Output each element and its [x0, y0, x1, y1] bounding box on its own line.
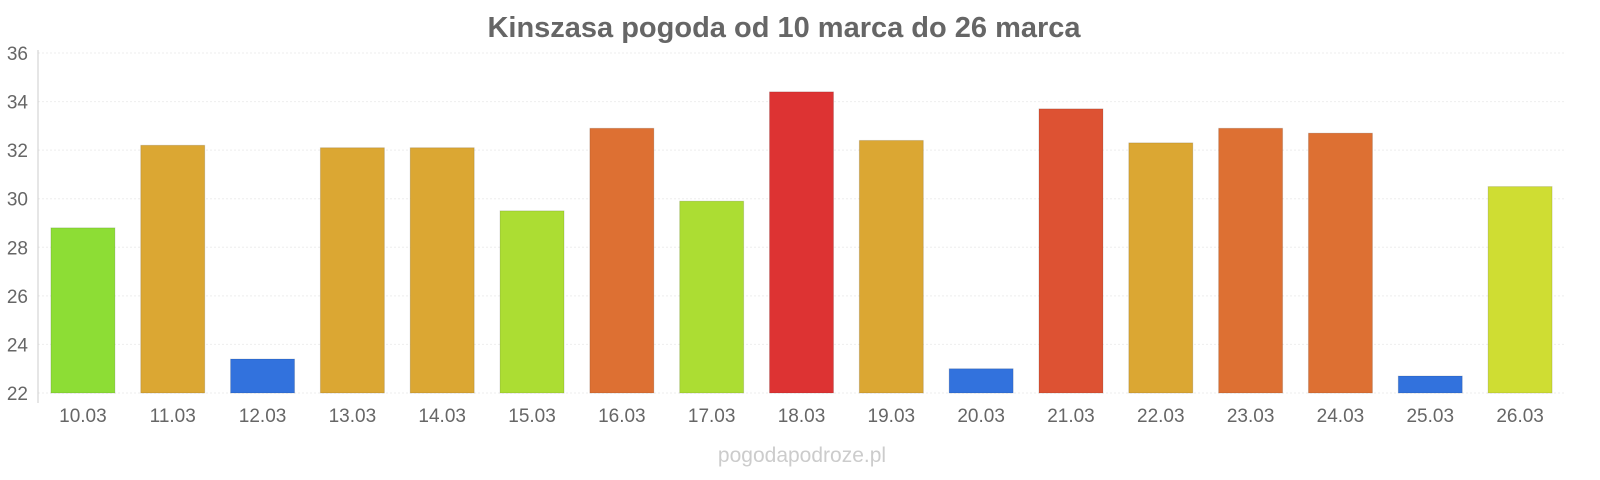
bar-23.03 [1218, 127, 1284, 394]
x-tick-label: 26.03 [1496, 406, 1544, 427]
x-tick-label: 16.03 [598, 406, 646, 427]
y-tick-label: 28 [7, 238, 28, 259]
bar-16.03 [589, 127, 655, 394]
bar-10.03 [50, 227, 116, 394]
x-tick-label: 15.03 [508, 406, 556, 427]
x-tick-label: 10.03 [59, 406, 107, 427]
bar-25.03 [1397, 375, 1463, 394]
bar-12.03 [230, 358, 296, 394]
y-tick-label: 22 [7, 384, 28, 405]
bar-17.03 [679, 200, 745, 394]
y-tick-label: 36 [7, 44, 28, 65]
x-tick-label: 25.03 [1406, 406, 1454, 427]
bar-24.03 [1307, 132, 1373, 394]
bar-18.03 [769, 91, 834, 394]
x-tick-label: 13.03 [329, 406, 377, 427]
x-tick-label: 17.03 [688, 406, 736, 427]
x-tick-label: 11.03 [150, 406, 196, 427]
x-tick-label: 14.03 [418, 406, 466, 427]
bar-21.03 [1038, 108, 1104, 394]
x-tick-label: 20.03 [957, 406, 1005, 427]
x-tick-label: 12.03 [239, 406, 287, 427]
x-tick-label: 24.03 [1317, 406, 1365, 427]
x-tick-label: 21.03 [1047, 406, 1095, 427]
x-tick-label: 22.03 [1137, 406, 1185, 427]
bar-26.03 [1487, 186, 1553, 394]
y-tick-label: 34 [7, 93, 29, 114]
x-tick-label: 23.03 [1227, 406, 1275, 427]
y-tick-label: 32 [7, 141, 28, 162]
bar-20.03 [948, 368, 1014, 394]
chart-title: Kinszasa pogoda od 10 marca do 26 marca [487, 12, 1081, 44]
bar-14.03 [409, 147, 475, 394]
watermark: pogodapodroze.pl [718, 444, 886, 467]
x-tick-label: 19.03 [868, 406, 916, 427]
x-tick-label: 18.03 [778, 406, 826, 427]
y-tick-label: 30 [7, 190, 28, 211]
bar-19.03 [858, 139, 924, 394]
bar-11.03 [140, 144, 206, 394]
y-tick-label: 24 [7, 335, 29, 356]
bar-15.03 [499, 210, 565, 394]
bar-13.03 [319, 147, 385, 394]
bar-22.03 [1128, 142, 1194, 394]
y-tick-label: 26 [7, 287, 28, 308]
